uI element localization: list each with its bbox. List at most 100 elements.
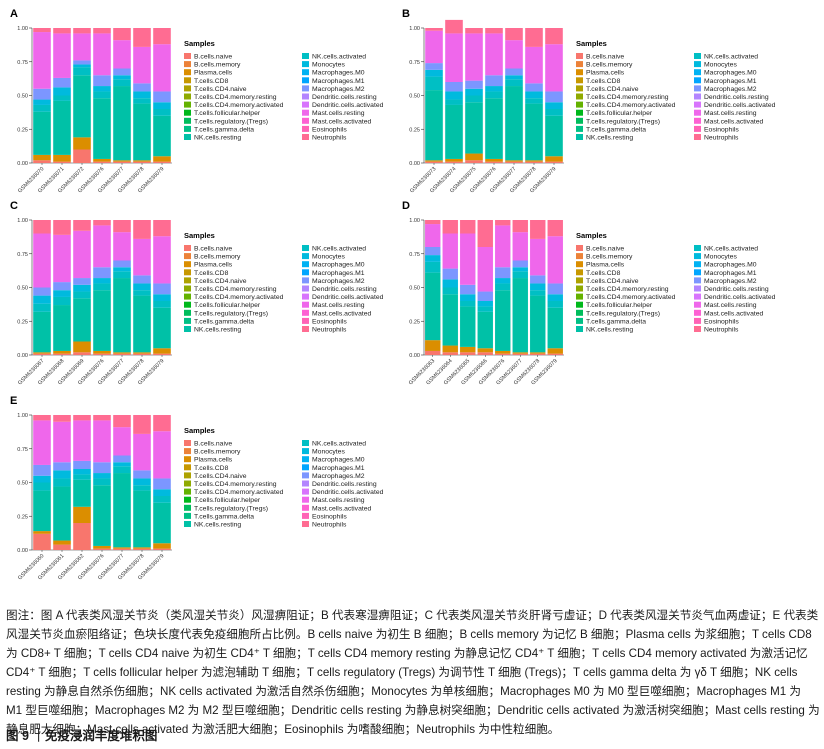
bar-segment (133, 485, 151, 491)
legend-label: T.cells.regulatory.(Tregs) (586, 118, 660, 125)
bar-segment (505, 40, 523, 69)
legend-label: T.cells.CD4.memory.resting (586, 286, 669, 293)
legend-swatch (302, 125, 309, 132)
legend-item: T.cells.CD4.memory.resting (184, 285, 277, 293)
bar-segment (113, 415, 131, 428)
bar-segment (93, 478, 111, 486)
bar-segment (153, 496, 171, 503)
bar-segment (460, 306, 476, 347)
legend-label: T.cells.CD8 (194, 270, 229, 277)
bar-stack (495, 220, 511, 355)
bar-segment (545, 115, 563, 157)
legend-label: T.cells.gamma.delta (194, 513, 254, 520)
bar-segment (113, 466, 131, 474)
bar-segment (530, 295, 546, 353)
bar-segment (445, 33, 463, 82)
legend-swatch (576, 125, 583, 132)
bar-segment (133, 103, 151, 161)
legend-swatch (694, 317, 701, 324)
bar-segment (113, 352, 131, 354)
bar-segment (33, 88, 51, 100)
panel-e: E0.000.250.500.751.00GSM6236060GSM623606… (10, 395, 384, 581)
legend-label: Mast.cells.activated (312, 310, 372, 317)
bar-segment (495, 278, 511, 284)
y-tick-label: 0.25 (17, 127, 28, 133)
bar-segment (530, 290, 546, 296)
bar-segment (53, 95, 71, 101)
bar-stack (33, 28, 51, 163)
legend-swatch (576, 85, 583, 92)
legend-item: T.cells.CD4.memory.activated (576, 101, 676, 109)
bar-segment (425, 247, 441, 256)
y-tick-label: 0.50 (409, 94, 420, 100)
bar-stack (133, 415, 151, 550)
legend-label: Monocytes (704, 254, 737, 261)
legend-swatch (302, 245, 309, 251)
legend-label: T.cells.gamma.delta (194, 318, 254, 325)
bar-segment (460, 301, 476, 307)
legend-swatch (302, 285, 309, 292)
bar-segment (133, 352, 151, 354)
bar-segment (73, 352, 91, 355)
bar-segment (442, 268, 458, 280)
bar-segment (93, 98, 111, 159)
bar-segment (153, 220, 171, 237)
bar-segment (425, 272, 441, 341)
legend-swatch (184, 53, 191, 59)
y-tick-label: 0.25 (17, 319, 28, 325)
bar-stack (530, 220, 546, 355)
legend-swatch (184, 472, 191, 479)
bar-segment (33, 99, 51, 105)
legend-item: Dendritic.cells.activated (694, 101, 776, 109)
bar-segment (545, 161, 563, 163)
legend-swatch (184, 317, 191, 324)
legend-item: Dendritic.cells.activated (694, 293, 776, 301)
legend-item: Neutrophils (694, 134, 739, 142)
legend-item: Dendritic.cells.resting (302, 93, 377, 101)
legend-label: NK.cells.resting (194, 327, 241, 334)
legend-label: NK.cells.resting (194, 135, 241, 142)
bar-segment (495, 290, 511, 351)
bar-stack (113, 415, 131, 550)
figure-caption: 图注：图 A 代表类风湿关节炎（类风湿关节炎）风湿痹阻证；B 代表寒湿痹阻证；C… (6, 609, 820, 736)
legend-label: Dendritic.cells.activated (704, 102, 776, 109)
legend-label: Mast.cells.activated (312, 118, 372, 125)
bar-segment (73, 474, 91, 480)
bar-segment (53, 296, 71, 306)
legend-label: T.cells.follicular.helper (194, 302, 261, 309)
legend-swatch (694, 61, 701, 68)
bar-segment (525, 103, 543, 161)
legend-label: Eosinophils (704, 126, 739, 133)
legend-swatch (302, 293, 309, 300)
legend-label: T.cells.CD4.memory.activated (194, 102, 284, 109)
legend-item: Dendritic.cells.resting (302, 285, 377, 293)
legend-swatch (576, 317, 583, 324)
legend-swatch (302, 301, 309, 308)
legend-swatch (184, 504, 191, 511)
y-tick-label: 0.00 (409, 161, 420, 167)
bar-segment (53, 87, 71, 96)
legend-label: B.cells.naive (586, 54, 624, 61)
bar-segment (33, 287, 51, 296)
legend-label: T.cells.CD4.naive (586, 278, 639, 285)
bar-segment (33, 104, 51, 112)
y-tick-label: 0.50 (409, 286, 420, 292)
bar-segment (53, 290, 71, 297)
bar-segment (425, 350, 441, 355)
bar-segment (133, 283, 151, 291)
bar-segment (53, 100, 71, 155)
bar-segment (547, 283, 563, 295)
legend-swatch (694, 326, 701, 332)
bar-segment (133, 46, 151, 84)
bar-stack (73, 220, 91, 355)
bar-segment (445, 104, 463, 159)
legend-label: Macrophages.M0 (312, 70, 365, 77)
legend-swatch (184, 117, 191, 124)
bar-segment (133, 415, 151, 434)
legend-label: T.cells.CD8 (586, 78, 621, 85)
bar-segment (133, 83, 151, 92)
legend-label: Macrophages.M0 (312, 457, 365, 464)
bar-segment (33, 154, 51, 161)
legend-item: NK.cells.activated (694, 245, 758, 253)
bar-segment (512, 353, 528, 355)
